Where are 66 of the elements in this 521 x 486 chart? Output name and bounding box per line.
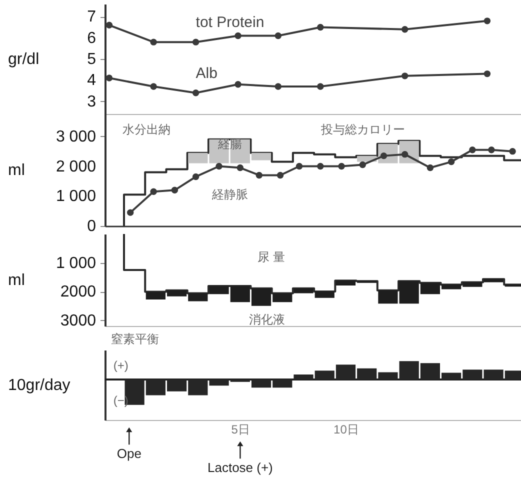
point [509,148,516,155]
y-tick-label: 3000 [60,312,96,330]
annotation: 水分出納 [122,122,171,137]
point [484,70,491,78]
point [192,173,200,180]
y-axis-title: 10gr/day [8,377,70,394]
annotation: 消化液 [249,312,286,327]
point [402,26,408,33]
point [256,172,263,179]
x-tick-label: 5日 [231,422,250,436]
annotation: (+) [113,358,128,372]
point [488,146,495,154]
y-axis-title: ml [8,272,25,289]
point [274,32,282,40]
text: Ope [116,446,142,461]
point [192,38,200,46]
point [150,38,157,46]
annotation: 経静脈 [210,188,248,202]
y-tick-label: 1 000 [56,188,96,206]
point [192,90,200,96]
point [469,146,476,154]
bar [484,279,504,282]
y-tick-label: 6 [87,30,96,47]
x-tick-label: 10日 [334,422,359,436]
point [317,83,324,90]
point [338,162,345,170]
y-tick-label: 2 000 [56,158,96,176]
y-tick-label: 4 [87,72,96,90]
point [317,24,324,31]
series-label: tot Protein [196,14,264,32]
point [150,83,157,90]
point [234,32,242,40]
y-tick-label: 7 [87,8,96,26]
point [448,158,455,166]
y-tick-label: 0 [87,218,96,235]
annotation: 尿 量 [258,250,286,264]
point [236,164,244,172]
point [276,172,284,179]
y-tick-label: 5 [87,51,96,68]
point [171,186,178,194]
chart-title: 窒素平衡 [111,332,159,346]
point [484,18,491,24]
annotation: 投与総カロリー [320,122,405,137]
point [359,161,366,168]
annotation: 経腸 [216,137,242,152]
point [317,162,324,170]
point [402,150,408,158]
point [216,162,222,170]
point [234,81,242,88]
point [274,83,282,90]
point [150,188,157,195]
series-label: Alb [196,64,218,82]
y-tick-label: 2000 [60,284,96,300]
point [126,209,134,216]
point [296,162,303,170]
text: Lactose (+) [207,460,273,475]
point [426,164,434,172]
y-tick-label: 3 000 [56,128,96,146]
y-tick-label: 3 [87,93,96,110]
y-axis-title: ml [8,162,25,179]
point [402,72,408,80]
point [380,152,388,160]
y-tick-label: 1 000 [56,254,96,272]
point [106,74,113,82]
point [106,22,113,28]
y-axis-title: gr/dl [8,51,40,68]
